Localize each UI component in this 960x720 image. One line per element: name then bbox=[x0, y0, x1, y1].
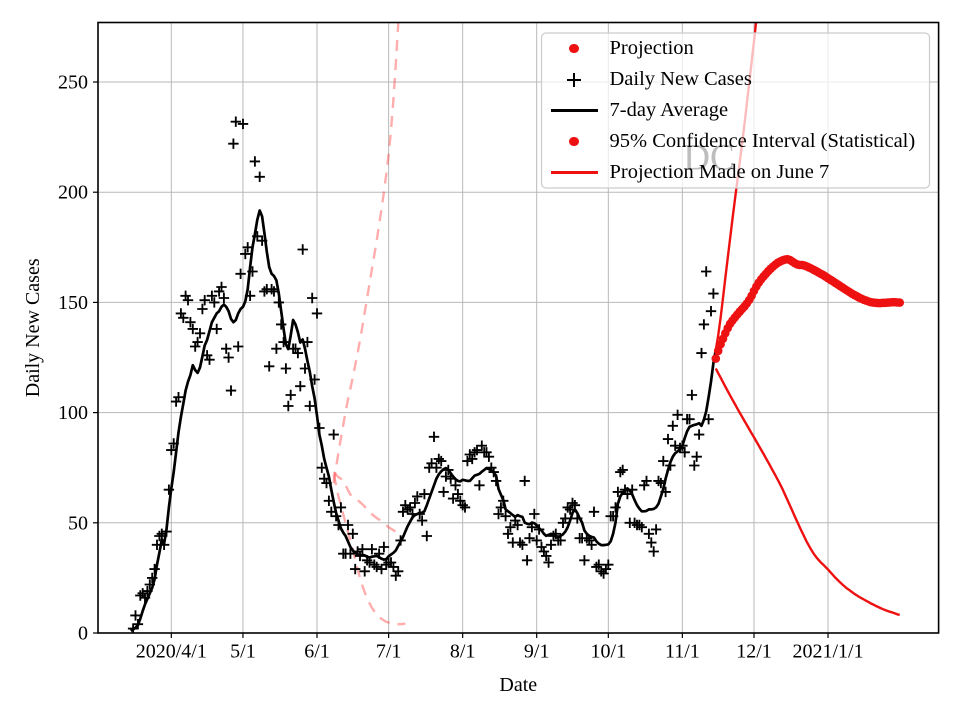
june7-June 7 Projection Lower CI bbox=[332, 474, 406, 626]
x-tick-label: 7/1 bbox=[376, 641, 402, 663]
june7-June 7 Projection Median bbox=[332, 471, 402, 537]
confidence-interval-dot-icon bbox=[569, 136, 579, 147]
legend-box bbox=[540, 32, 931, 189]
legend-item-daily-new-cases: Daily New Cases bbox=[551, 64, 930, 95]
x-tick-label: 11/1 bbox=[665, 641, 700, 663]
legend-item-confidence-interval: 95% Confidence Interval (Statistical) bbox=[551, 126, 930, 157]
legend: Projection Daily New Cases 7-day Average… bbox=[542, 33, 930, 188]
x-tick-label: 6/1 bbox=[304, 641, 330, 663]
june-projection-line-icon bbox=[550, 170, 598, 175]
y-tick-label: 200 bbox=[58, 182, 88, 204]
ci-lower-line bbox=[714, 367, 900, 617]
x-tick-label: 2021/1/1 bbox=[792, 641, 863, 663]
projection-dot-icon bbox=[569, 43, 579, 54]
y-tick-label: 250 bbox=[58, 72, 88, 94]
y-tick-label: 150 bbox=[58, 292, 88, 314]
seven-day-average-line bbox=[130, 209, 718, 632]
x-tick-label: 2020/4/1 bbox=[136, 641, 207, 663]
legend-item-june-projection: Projection Made on June 7 bbox=[550, 157, 930, 188]
x-tick-label: 10/1 bbox=[591, 641, 627, 663]
june7-June 7 Projection Upper CI bbox=[332, 22, 400, 484]
x-tick-label: 9/1 bbox=[524, 641, 550, 663]
daily-cases-plus-icon bbox=[567, 72, 581, 87]
tick-labels: 2020/4/1 5/1 6/1 7/1 8/1 9/1 10/1 11/1 12/1 2021/… bbox=[58, 72, 864, 663]
legend-item-projection: Projection bbox=[551, 33, 930, 64]
x-tick-label: 5/1 bbox=[230, 641, 256, 663]
legend-item-7-day-average: 7-day Average bbox=[550, 95, 930, 126]
tick-marks bbox=[93, 81, 829, 638]
average-line-icon bbox=[550, 108, 598, 113]
legend-item-label: 7-day Average bbox=[609, 99, 729, 121]
y-tick-label: 50 bbox=[68, 512, 88, 534]
watermark: DC bbox=[683, 138, 734, 179]
x-axis-label: Date bbox=[499, 674, 538, 696]
x-tick-label: 12/1 bbox=[736, 641, 772, 663]
y-axis-label: Daily New Cases bbox=[22, 258, 44, 398]
daily-cases-markers bbox=[127, 116, 719, 633]
axes-frame bbox=[97, 21, 940, 634]
legend-item-label: Daily New Cases bbox=[609, 68, 752, 90]
gridlines bbox=[98, 22, 939, 633]
legend-item-label: Projection Made on June 7 bbox=[609, 161, 830, 183]
legend-item-label: 95% Confidence Interval (Statistical) bbox=[609, 130, 916, 152]
y-tick-label: 0 bbox=[78, 623, 88, 645]
x-tick-label: 8/1 bbox=[450, 641, 476, 663]
legend-item-label: Projection bbox=[609, 37, 694, 59]
projection-dots bbox=[711, 254, 904, 363]
y-tick-label: 100 bbox=[58, 402, 88, 424]
